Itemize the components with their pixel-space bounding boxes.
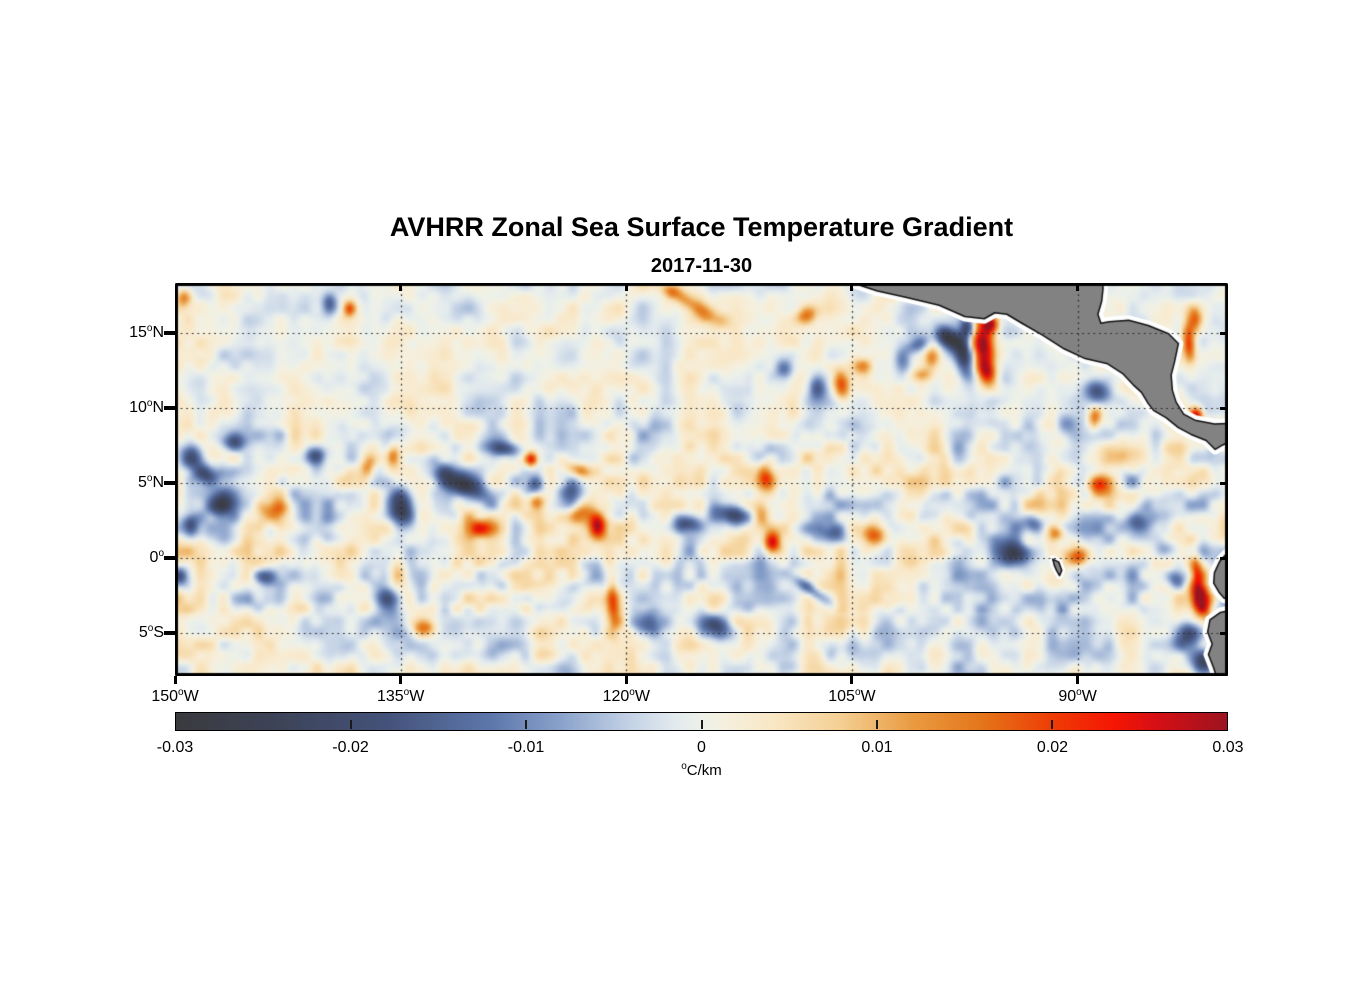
- y-tick-mark: [164, 331, 175, 336]
- y-tick-label: 15oN: [129, 323, 164, 342]
- colorbar-tick-label: 0.02: [1036, 739, 1069, 756]
- chart-title: AVHRR Zonal Sea Surface Temperature Grad…: [389, 212, 1014, 242]
- x-tick-label: 150oW: [151, 687, 199, 706]
- y-tick-mark-right: [1220, 481, 1228, 485]
- y-tick-label: 5oS: [138, 623, 164, 642]
- colorbar: -0.03 -0.02 -0.01 0 0.01 0.02 0.03 oC/km: [157, 712, 1244, 782]
- x-tick-mark-top: [850, 283, 854, 291]
- y-tick-label: 0o: [149, 548, 164, 567]
- x-tick-mark: [399, 676, 403, 684]
- colorbar-tick-label: -0.01: [507, 739, 545, 756]
- colorbar-tick-mark: [525, 720, 528, 729]
- colorbar-tick-label: -0.02: [332, 739, 369, 756]
- colorbar-tick-mark: [700, 720, 703, 729]
- x-tick-mark-top: [624, 283, 628, 291]
- x-tick-label: 120oW: [602, 687, 650, 706]
- x-tick-mark: [850, 676, 854, 684]
- y-tick-label: 10oN: [129, 398, 164, 417]
- y-tick-mark-right: [1220, 556, 1228, 560]
- y-tick-mark-right: [1220, 631, 1228, 635]
- map-plot: 150oW 135oW 120oW 105oW 90oW 15oN 10oN 5oN 0o 5oS: [129, 283, 1228, 705]
- x-tick-mark-top: [1076, 283, 1080, 291]
- x-tick-label: 90oW: [1058, 687, 1097, 706]
- x-tick-label: 135oW: [376, 687, 425, 706]
- colorbar-tick-mark: [1050, 720, 1053, 729]
- y-tick-mark-right: [1220, 331, 1228, 335]
- x-tick-mark-top: [399, 283, 403, 291]
- x-tick-mark: [173, 676, 177, 684]
- x-tick-label: 105oW: [828, 687, 876, 706]
- chart-subtitle: 2017-11-30: [650, 255, 753, 277]
- colorbar-tick-label: 0.03: [1212, 739, 1244, 756]
- colorbar-tick-label: 0: [697, 739, 706, 756]
- colorbar-tick-mark: [875, 720, 878, 729]
- x-tick-mark: [1076, 676, 1080, 684]
- y-tick-mark: [164, 406, 175, 411]
- colorbar-gradient: [175, 712, 1228, 731]
- y-tick-mark-right: [1220, 406, 1228, 410]
- x-tick-mark: [624, 676, 628, 684]
- colorbar-unit-label: oC/km: [681, 761, 722, 780]
- y-tick-mark: [164, 556, 175, 561]
- colorbar-tick-label: 0.01: [861, 739, 893, 756]
- colorbar-tick-mark: [350, 720, 353, 729]
- y-tick-mark: [164, 481, 175, 486]
- y-tick-mark: [164, 631, 175, 636]
- map-canvas: [175, 283, 1228, 676]
- y-tick-label: 5oN: [137, 473, 164, 492]
- colorbar-tick-label: -0.03: [156, 739, 194, 756]
